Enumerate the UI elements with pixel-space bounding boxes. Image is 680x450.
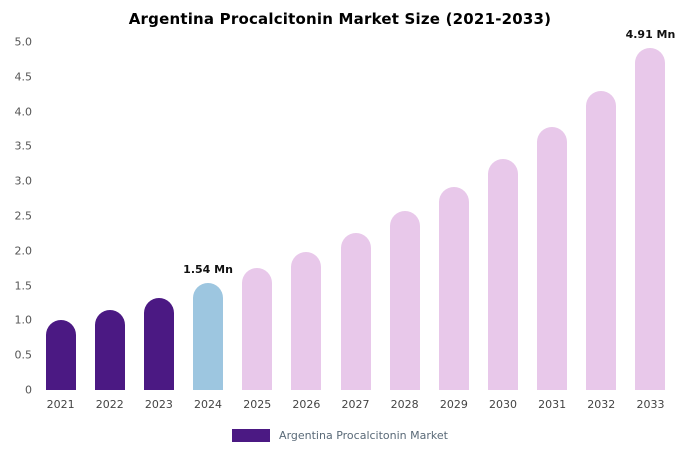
legend-label: Argentina Procalcitonin Market bbox=[279, 429, 448, 442]
bar-2025 bbox=[242, 268, 273, 390]
x-axis-label: 2027 bbox=[341, 398, 370, 411]
bar-slot: 2033 4.91 Mn bbox=[626, 28, 676, 411]
x-axis-label: 2023 bbox=[144, 398, 173, 411]
legend: Argentina Procalcitonin Market bbox=[0, 429, 680, 442]
y-tick-label: 0.5 bbox=[14, 348, 33, 362]
x-axis-label: 2029 bbox=[439, 398, 468, 411]
data-label: 1.54 Mn bbox=[183, 262, 233, 276]
bar-2030 bbox=[487, 158, 518, 390]
y-tick-label: 4.5 bbox=[14, 70, 33, 84]
bar-2026 bbox=[291, 251, 322, 390]
bar-slot: 2028 bbox=[380, 42, 429, 411]
bar-2029 bbox=[438, 186, 469, 390]
y-tick-label: 3.5 bbox=[14, 139, 33, 153]
data-label: 4.91 Mn bbox=[625, 28, 676, 42]
x-axis-label: 2025 bbox=[243, 398, 272, 411]
bar-slot: 2023 bbox=[134, 42, 183, 411]
y-tick-label: 2.0 bbox=[14, 244, 33, 258]
y-tick-label: 1.5 bbox=[14, 279, 33, 293]
legend-swatch bbox=[232, 429, 271, 442]
bar-slot: 2029 bbox=[429, 42, 478, 411]
x-axis-label: 2030 bbox=[488, 398, 517, 411]
bar-2024 bbox=[193, 282, 224, 390]
bar-2021 bbox=[45, 320, 76, 390]
y-tick-label: 5.0 bbox=[14, 35, 33, 49]
y-tick-label: 1.0 bbox=[14, 313, 33, 327]
bar-2022 bbox=[94, 309, 125, 390]
bar-slot: 2022 bbox=[85, 42, 134, 411]
x-axis-label: 2022 bbox=[95, 398, 124, 411]
bar-2032 bbox=[586, 90, 617, 390]
bar-2028 bbox=[389, 211, 420, 390]
bar-slot: 2031 bbox=[528, 42, 577, 411]
bar-2031 bbox=[537, 126, 568, 390]
bar-slot: 2030 bbox=[478, 42, 527, 411]
x-axis-label: 2032 bbox=[587, 398, 616, 411]
x-axis-label: 2024 bbox=[194, 398, 223, 411]
bar-slot: 2026 bbox=[282, 42, 331, 411]
bars-container: 2021 2022 2023 2024 1.54 Mn 2025 2026 2027 2028 2… bbox=[36, 28, 676, 411]
bar-slot: 2027 bbox=[331, 42, 380, 411]
bar-slot: 2025 bbox=[233, 42, 282, 411]
bar-2027 bbox=[340, 232, 371, 390]
y-axis: 5.0 4.5 4.0 3.5 3.0 2.5 2.0 1.5 1.0 0.5 0 bbox=[8, 36, 36, 397]
x-axis-label: 2033 bbox=[636, 398, 665, 411]
x-axis-label: 2026 bbox=[292, 398, 321, 411]
bar-slot: 2024 1.54 Mn bbox=[183, 42, 233, 411]
bar-slot: 2032 bbox=[577, 42, 626, 411]
chart-title: Argentina Procalcitonin Market Size (202… bbox=[128, 10, 552, 28]
x-axis-label: 2031 bbox=[538, 398, 567, 411]
x-axis-label: 2021 bbox=[46, 398, 75, 411]
y-tick-label: 3.0 bbox=[14, 174, 33, 188]
y-tick-label: 2.5 bbox=[14, 209, 33, 223]
bar-2033 bbox=[635, 48, 666, 390]
bar-2023 bbox=[143, 298, 174, 390]
y-tick-label: 0 bbox=[25, 383, 32, 397]
y-tick-label: 4.0 bbox=[14, 105, 33, 119]
plot-area: 5.0 4.5 4.0 3.5 3.0 2.5 2.0 1.5 1.0 0.5 0 2021 2022… bbox=[8, 28, 676, 411]
bar-slot: 2021 bbox=[36, 42, 85, 411]
x-axis-label: 2028 bbox=[390, 398, 419, 411]
